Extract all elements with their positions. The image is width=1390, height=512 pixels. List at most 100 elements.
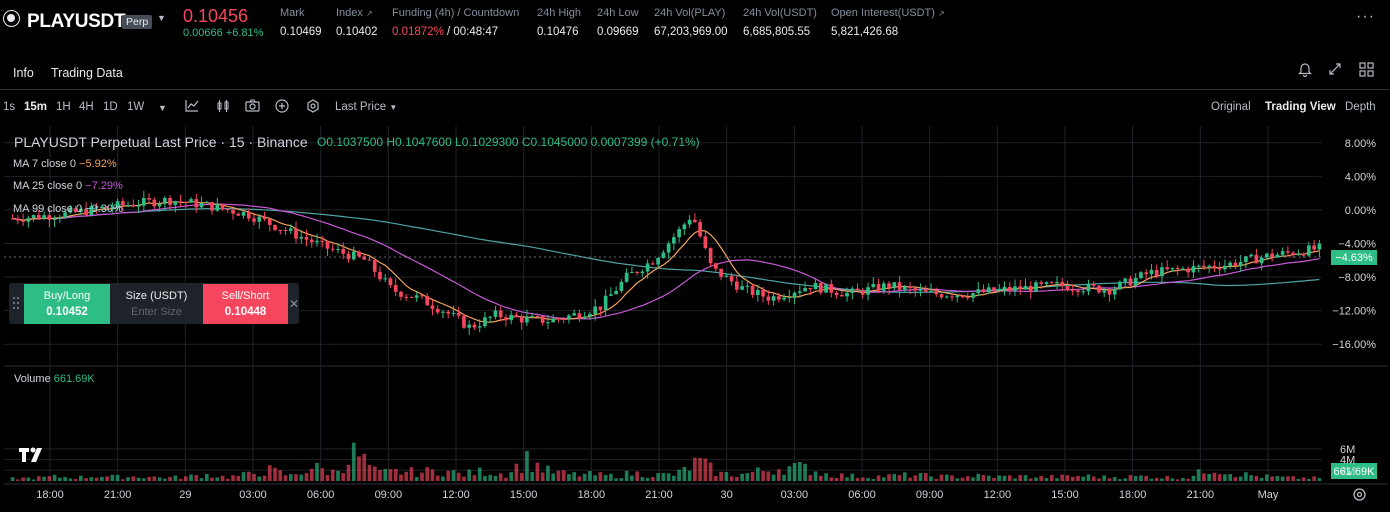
indicator-icon[interactable] [185, 99, 199, 115]
ma7-legend[interactable]: MA 7 close 0 −5.92% [13, 158, 117, 170]
candle-body [1039, 282, 1044, 284]
candle-body [1207, 265, 1212, 267]
stat-index-label[interactable]: Index ↗ [336, 7, 373, 19]
interval-1w[interactable]: 1W [127, 101, 145, 113]
candle-body [462, 315, 466, 328]
interval-1s[interactable]: 1s [3, 101, 16, 113]
candle-style-icon[interactable] [216, 99, 230, 116]
volume-bar [934, 478, 939, 481]
camera-icon[interactable] [245, 99, 260, 115]
volume-bar [808, 475, 813, 481]
volume-bar [141, 478, 146, 481]
ma25-legend[interactable]: MA 25 close 0 −7.29% [13, 180, 123, 192]
volume-bar [16, 479, 20, 481]
candle-body [1154, 270, 1159, 277]
candle-body [472, 324, 477, 328]
expand-icon[interactable] [1326, 62, 1344, 80]
volume-bar [252, 474, 256, 481]
candle-body [351, 251, 356, 260]
volume-bar [425, 467, 430, 481]
candle-body [1018, 286, 1023, 290]
volume-bar [860, 477, 865, 481]
price-type-label: Last Price [335, 101, 387, 113]
layout-grid-icon[interactable] [1357, 62, 1375, 80]
bell-icon[interactable] [1296, 62, 1314, 80]
volume-bar [257, 476, 262, 481]
interval-4h[interactable]: 4H [79, 101, 94, 113]
volume-bar [514, 463, 519, 481]
volume-bar [593, 475, 597, 481]
interval-1d[interactable]: 1D [103, 101, 118, 113]
tradingview-logo-icon[interactable] [18, 445, 46, 467]
volume-bar [829, 477, 834, 481]
add-indicator-icon[interactable] [275, 99, 289, 116]
symbol-name[interactable]: PLAYUSDT [27, 11, 126, 32]
view-depth[interactable]: Depth [1345, 101, 1376, 113]
volume-bar [929, 476, 933, 481]
candle-body [115, 201, 120, 208]
candle-body [1265, 253, 1269, 258]
volume-tick-label: 4M [1340, 455, 1355, 467]
candle-body [409, 296, 414, 298]
volume-bar [58, 477, 62, 481]
tab-info[interactable]: Info [13, 66, 34, 80]
candle-body [645, 263, 650, 272]
candle-body [955, 295, 960, 298]
volume-bar [1275, 476, 1280, 481]
volume-bar [1160, 478, 1164, 481]
volume-bar [393, 469, 398, 481]
candle-body [923, 289, 928, 292]
candle-body [1233, 262, 1238, 267]
candle-body [173, 201, 178, 205]
size-field[interactable]: Size (USDT) Enter Size [111, 284, 202, 324]
candle-body [913, 288, 918, 291]
view-original[interactable]: Original [1211, 101, 1251, 113]
candle-body [16, 218, 20, 221]
candle-body [635, 271, 639, 273]
candle-body [740, 286, 744, 290]
volume-bar [1228, 474, 1232, 481]
candle-body [1312, 245, 1316, 250]
volume-bar [435, 475, 440, 481]
volume-bar [351, 442, 356, 481]
volume-bar [677, 469, 681, 481]
volume-bar [451, 470, 456, 481]
price-type-select[interactable]: Last Price ▼ [335, 101, 397, 113]
candle-body [1175, 267, 1180, 270]
interval-1h[interactable]: 1H [56, 101, 71, 113]
candle-body [283, 229, 288, 231]
volume-bar [94, 477, 99, 481]
candle-body [1280, 251, 1285, 255]
drag-handle-icon[interactable] [9, 283, 23, 324]
sell-short-button[interactable]: Sell/Short 0.10448 [203, 284, 288, 324]
volume-bar [787, 466, 792, 481]
stat-open-interest-label[interactable]: Open Interest(USDT) ↗ [831, 7, 945, 19]
buy-long-button[interactable]: Buy/Long 0.10452 [24, 284, 110, 324]
candle-body [1081, 291, 1086, 293]
candle-body [483, 317, 487, 327]
tab-trading-data[interactable]: Trading Data [51, 66, 123, 80]
gear-icon[interactable] [1352, 487, 1367, 505]
interval-dropdown-icon[interactable]: ▼ [158, 103, 167, 113]
y-tick-label: −4.00% [1338, 239, 1376, 251]
x-tick-label: 03:00 [781, 489, 809, 501]
candle-body [1307, 245, 1311, 256]
candle-body [687, 219, 692, 225]
candle-body [1286, 251, 1290, 253]
candle-body [346, 253, 351, 260]
view-trading-view[interactable]: Trading View [1265, 101, 1336, 113]
volume-bar [1028, 478, 1033, 481]
volume-bar [661, 473, 666, 481]
volume-bar [1317, 478, 1322, 481]
candle-body [273, 224, 277, 230]
size-input[interactable]: Enter Size [131, 306, 182, 318]
more-options-icon[interactable]: ··· [1356, 8, 1375, 25]
symbol-dropdown-icon[interactable]: ▼ [157, 13, 166, 23]
x-tick-label: 18:00 [1119, 489, 1147, 501]
ma99-legend[interactable]: MA 99 close 0 −9.30% [13, 203, 123, 215]
close-icon[interactable]: ✕ [289, 297, 300, 311]
last-price: 0.10456 [183, 6, 249, 26]
volume-bar [897, 475, 902, 481]
settings-icon[interactable] [306, 99, 320, 116]
interval-15m[interactable]: 15m [24, 101, 48, 113]
